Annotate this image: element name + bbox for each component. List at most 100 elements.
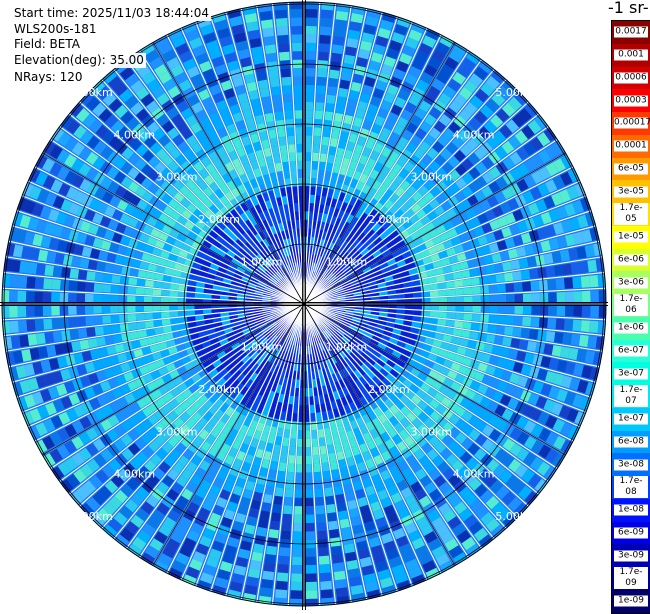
range-bin bbox=[579, 335, 589, 347]
colorbar-tick-label: 6e-06 bbox=[614, 254, 648, 265]
range-bin bbox=[322, 137, 330, 146]
range-bin bbox=[279, 462, 287, 471]
range-bin bbox=[310, 186, 315, 195]
range-bin bbox=[337, 502, 347, 512]
range-bin bbox=[505, 316, 514, 325]
colorbar-tick-label: 0.0003 bbox=[614, 95, 648, 106]
range-bin bbox=[502, 337, 512, 347]
colorbar-tick-label: 1.7e-08 bbox=[614, 476, 648, 498]
range-bin bbox=[305, 144, 311, 153]
range-bin bbox=[292, 178, 298, 187]
range-bin bbox=[145, 321, 154, 328]
range-bin bbox=[276, 479, 284, 488]
range-bin bbox=[282, 522, 292, 531]
colorbar-cell: 1e-07 bbox=[612, 408, 650, 431]
range-bin bbox=[10, 275, 19, 287]
range-bin bbox=[312, 153, 319, 162]
range-bin bbox=[521, 270, 531, 280]
range-bin bbox=[119, 296, 128, 303]
colorbar-tick-label: 1.7e-06 bbox=[614, 294, 648, 316]
range-bin bbox=[336, 587, 349, 597]
range-bin bbox=[103, 326, 112, 335]
range-bin bbox=[144, 297, 153, 303]
range-bin bbox=[531, 305, 540, 315]
range-bin bbox=[77, 282, 86, 292]
range-bin bbox=[51, 306, 60, 316]
colorbar-cell: 1e-05 bbox=[612, 226, 650, 249]
range-ring-label: 4.00km bbox=[453, 468, 495, 481]
field-label: Field: BETA bbox=[12, 37, 82, 52]
range-bin bbox=[305, 135, 312, 144]
range-bin bbox=[338, 510, 348, 520]
range-bin bbox=[278, 43, 289, 52]
range-ring-label: 3.00km bbox=[156, 171, 198, 184]
colorbar-cell: 1.7e-07 bbox=[612, 385, 650, 408]
range-bin bbox=[306, 2, 318, 9]
range-bin bbox=[137, 322, 146, 330]
range-bin bbox=[186, 310, 195, 315]
range-bin bbox=[523, 305, 532, 314]
range-bin bbox=[281, 531, 291, 540]
range-bin bbox=[306, 34, 317, 43]
range-bin bbox=[85, 305, 94, 314]
range-bin bbox=[380, 300, 389, 303]
range-bin bbox=[312, 161, 318, 170]
range-bin bbox=[430, 311, 439, 317]
colorbar-tick-label: 6e-05 bbox=[614, 163, 648, 174]
range-bin bbox=[316, 505, 325, 514]
range-bin bbox=[325, 487, 334, 496]
range-bin bbox=[562, 264, 572, 276]
range-ring-label: 2.00km bbox=[368, 213, 410, 226]
range-bin bbox=[305, 76, 314, 85]
range-bin bbox=[279, 52, 290, 61]
range-bin bbox=[28, 334, 38, 346]
range-bin bbox=[110, 295, 119, 303]
range-bin bbox=[519, 258, 529, 268]
range-bin bbox=[276, 581, 288, 590]
colorbar-cell: 0.00017 bbox=[612, 112, 650, 135]
range-bin bbox=[313, 144, 320, 153]
range-bin bbox=[258, 80, 268, 90]
range-bin bbox=[487, 325, 496, 334]
colorbar-cell: 6e-07 bbox=[612, 340, 650, 363]
range-bin bbox=[11, 260, 21, 273]
range-bin bbox=[472, 287, 481, 295]
colorbar-cell: 3e-09 bbox=[612, 544, 650, 567]
range-bin bbox=[498, 295, 507, 303]
range-bin bbox=[276, 120, 284, 129]
range-bin bbox=[135, 305, 144, 312]
colorbar-cell: 0.0001 bbox=[612, 135, 650, 158]
range-bin bbox=[2, 290, 9, 302]
range-bin bbox=[292, 413, 297, 422]
range-bin bbox=[589, 321, 598, 333]
range-bin bbox=[480, 286, 489, 294]
range-bin bbox=[94, 283, 103, 292]
range-bin bbox=[504, 272, 513, 281]
range-bin bbox=[305, 110, 313, 119]
range-ring-label: 1.00km bbox=[241, 340, 283, 353]
colorbar-tick-label: 6e-07 bbox=[614, 345, 648, 356]
range-bin bbox=[340, 519, 350, 529]
range-bin bbox=[587, 336, 597, 349]
range-bin bbox=[52, 318, 61, 329]
range-bin bbox=[111, 325, 120, 334]
range-bin bbox=[295, 110, 303, 119]
range-bin bbox=[169, 311, 178, 317]
range-bin bbox=[119, 286, 128, 294]
range-bin bbox=[85, 283, 94, 292]
range-bin bbox=[479, 276, 488, 284]
range-ring-label: 4.00km bbox=[114, 468, 156, 481]
range-bin bbox=[287, 127, 295, 136]
range-bin bbox=[292, 51, 302, 60]
range-bin bbox=[304, 228, 307, 237]
range-bin bbox=[324, 479, 332, 488]
colorbar-tick-label: 0.001 bbox=[614, 50, 648, 61]
range-bin bbox=[290, 9, 302, 18]
range-bin bbox=[287, 472, 295, 481]
range-bin bbox=[26, 320, 35, 332]
range-bin bbox=[306, 9, 318, 18]
range-ring-label: 5.00km bbox=[495, 510, 537, 523]
range-bin bbox=[305, 85, 314, 94]
range-ring-label: 2.00km bbox=[368, 383, 410, 396]
range-bin bbox=[311, 169, 317, 178]
